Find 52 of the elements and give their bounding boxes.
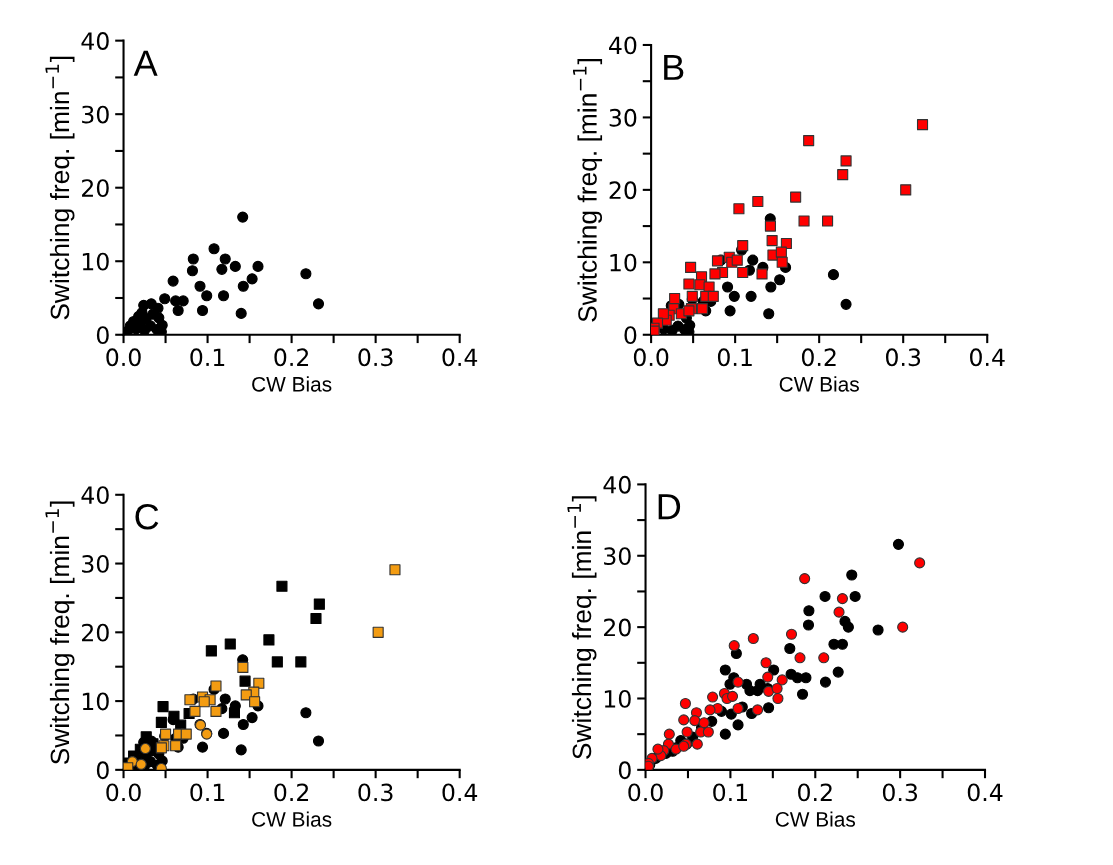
y-axis-title: Switching freq. [min$^{−1}$] (45, 501, 75, 765)
y-tick-label: 30 (604, 547, 631, 566)
x-tick-label: 0.2 (798, 783, 832, 802)
y-tick-label: 20 (604, 618, 631, 637)
y-tick-label: 10 (82, 692, 109, 711)
y-tick-label: 10 (604, 689, 631, 708)
y-tick-label: 20 (609, 181, 637, 200)
x-axis-title: CW Bias (779, 376, 859, 392)
x-tick-label: 0.3 (885, 348, 921, 367)
x-tick-label: 0.2 (801, 348, 836, 367)
y-tick-label: 0 (624, 326, 637, 345)
x-tick-label: 0.1 (190, 348, 225, 367)
y-tick-label: 40 (609, 36, 637, 55)
x-tick-label: 0.4 (442, 348, 478, 367)
annotation: A (133, 50, 158, 76)
x-tick-label: 0.2 (274, 783, 309, 802)
y-tick-label: 30 (609, 108, 637, 127)
x-tick-label: 0.1 (713, 783, 747, 802)
y-axis-title: Switching freq. [min$^{−1}$] (567, 496, 597, 759)
y-tick-label: 20 (82, 179, 109, 198)
x-tick-label: 0.3 (358, 348, 393, 367)
x-tick-label: 0.4 (970, 348, 1005, 367)
x-tick-label: 0.0 (106, 348, 141, 367)
y-tick-label: 30 (82, 554, 109, 573)
y-tick-label: 0 (96, 326, 109, 345)
annotation: B (664, 55, 684, 80)
x-axis-title: CW Bias (252, 376, 332, 392)
y-tick-label: 40 (81, 486, 109, 505)
y-tick-label: 0 (618, 761, 631, 780)
x-tick-label: 0.1 (190, 783, 225, 802)
annotation: C (135, 503, 159, 530)
y-axis-title: Switching freq. [min$^{−1}$] (573, 58, 603, 322)
x-tick-label: 0.0 (628, 783, 663, 802)
y-tick-label: 40 (603, 475, 631, 494)
x-tick-label: 0.2 (274, 348, 309, 367)
x-tick-label: 0.4 (967, 783, 1003, 802)
annotation: D (658, 494, 681, 520)
y-tick-label: 30 (82, 105, 109, 124)
y-tick-label: 20 (82, 623, 109, 642)
y-axis-title: Switching freq. [min$^{−1}$] (45, 56, 75, 320)
x-axis-title: CW Bias (775, 811, 856, 827)
x-tick-label: 0.0 (633, 348, 669, 367)
y-tick-label: 40 (81, 32, 109, 50)
y-tick-label: 10 (82, 252, 109, 271)
x-axis-title: CW Bias (252, 811, 332, 827)
x-tick-label: 0.0 (106, 783, 141, 802)
x-tick-label: 0.3 (358, 783, 393, 802)
y-tick-label: 10 (610, 253, 637, 272)
x-tick-label: 0.1 (717, 348, 752, 367)
x-tick-label: 0.4 (442, 783, 478, 802)
y-tick-label: 0 (96, 761, 109, 780)
x-tick-label: 0.3 (882, 783, 918, 802)
